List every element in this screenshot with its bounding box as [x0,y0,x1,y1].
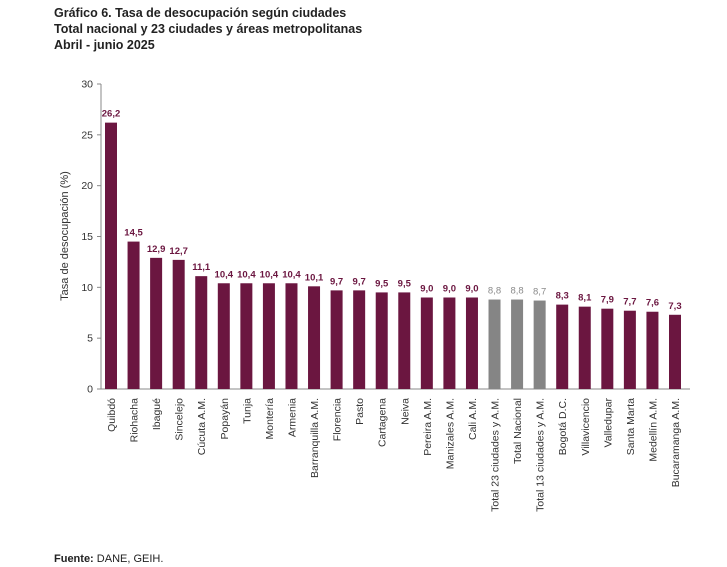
bar [150,257,163,389]
data-label: 26,2 [102,109,121,120]
data-label: 10,4 [260,269,279,280]
data-label: 9,7 [330,276,343,287]
data-label: 8,7 [533,287,546,298]
data-label: 9,0 [443,284,456,295]
bar [511,299,524,389]
bar [240,283,253,389]
y-tick-label: 25 [81,129,93,141]
bar [105,122,117,389]
bar [669,314,681,389]
y-tick-label: 5 [87,333,93,345]
data-label: 7,3 [668,301,681,312]
bar [601,308,614,389]
data-label: 9,0 [465,284,478,295]
data-label: 7,6 [646,298,659,309]
source-text: DANE, GEIH. [93,553,164,565]
bar [172,259,185,389]
x-tick-label: Florencia [332,398,344,441]
chart-subtitle: Total nacional y 23 ciudades y áreas met… [54,22,363,36]
bar [465,297,478,389]
data-label: 7,7 [623,297,636,308]
x-tick-label: Total 13 ciudades y A.M. [535,398,547,512]
data-label: 10,1 [305,272,324,283]
x-tick-label: Quibdó [106,398,118,432]
data-label: 10,4 [282,269,301,280]
bar [262,283,275,389]
x-tick-label: Villavicencio [580,398,592,456]
source-label: Fuente: [54,553,94,565]
bar [578,306,591,389]
chart-period: Abril - junio 2025 [54,38,155,52]
data-label: 9,5 [398,278,412,289]
bar [556,304,569,389]
x-tick-label: Tunja [241,398,253,424]
data-label: 9,7 [353,276,366,287]
x-tick-label: Valledupar [602,398,614,448]
x-tick-label: Bogotá D.C. [557,398,569,455]
data-label: 8,3 [556,291,569,302]
x-tick-label: Bucaramanga A.M. [670,398,682,487]
bar [488,299,501,389]
x-tick-label: Total Nacional [512,398,524,464]
x-tick-label: Medellín A.M. [647,398,659,462]
bar [398,292,411,389]
x-tick-label: Neiva [399,398,411,425]
data-label: 12,9 [147,244,166,255]
bar [623,310,636,389]
x-tick-label: Sincelejo [174,398,186,441]
x-tick-label: Armenia [286,398,298,437]
bar [420,297,433,389]
y-tick-label: 20 [81,180,93,192]
data-label: 9,0 [420,284,433,295]
bar [217,283,230,389]
y-tick-label: 0 [87,384,93,396]
y-tick-label: 10 [81,282,93,294]
y-axis-label: Tasa de desocupación (%) [59,171,71,301]
chart-title: Gráfico 6. Tasa de desocupación según ci… [54,6,347,20]
bar [533,300,546,389]
y-tick-label: 30 [81,79,93,91]
bar [646,311,659,389]
data-label: 14,5 [124,228,143,239]
data-label: 12,7 [169,246,188,257]
x-tick-label: Cúcuta A.M. [196,398,208,455]
data-label: 8,1 [578,293,592,304]
source-note: Fuente: DANE, GEIH. [54,553,163,565]
x-tick-label: Pereira A.M. [422,398,434,456]
x-tick-label: Total 23 ciudades y A.M. [490,398,502,512]
chart-title-block: Gráfico 6. Tasa de desocupación según ci… [54,5,362,53]
bar [375,292,388,389]
x-tick-label: Barranquilla A.M. [309,398,321,478]
data-label: 8,8 [510,286,523,297]
x-tick-label: Ibagué [151,398,163,430]
bar [443,297,456,389]
x-tick-label: Manizales A.M. [444,398,456,469]
y-tick-label: 15 [81,231,93,243]
x-tick-label: Montería [264,398,276,440]
bar [353,290,366,389]
data-label: 11,1 [192,262,211,273]
data-label: 9,5 [375,278,389,289]
data-label: 8,8 [488,286,501,297]
x-tick-label: Pasto [354,398,366,425]
x-tick-label: Cali A.M. [467,398,479,440]
x-tick-label: Riohacha [129,398,141,443]
data-label: 10,4 [215,269,234,280]
x-tick-label: Cartagena [377,398,389,447]
data-label: 10,4 [237,269,256,280]
bar [308,286,321,389]
data-label: 7,9 [601,295,614,306]
x-tick-label: Popayán [219,398,231,440]
bar [330,290,343,389]
bar [285,283,298,389]
x-tick-label: Santa Marta [625,398,637,455]
bar [127,241,140,389]
bar [195,276,208,389]
